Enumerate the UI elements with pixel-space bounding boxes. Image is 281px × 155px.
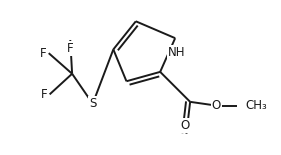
Text: F: F <box>40 47 47 60</box>
Text: CH₃: CH₃ <box>245 99 267 112</box>
Text: O: O <box>180 119 189 132</box>
Text: F: F <box>41 88 48 101</box>
Text: NH: NH <box>168 46 186 59</box>
Text: S: S <box>89 97 96 110</box>
Text: O: O <box>212 99 221 112</box>
Text: F: F <box>67 42 74 55</box>
